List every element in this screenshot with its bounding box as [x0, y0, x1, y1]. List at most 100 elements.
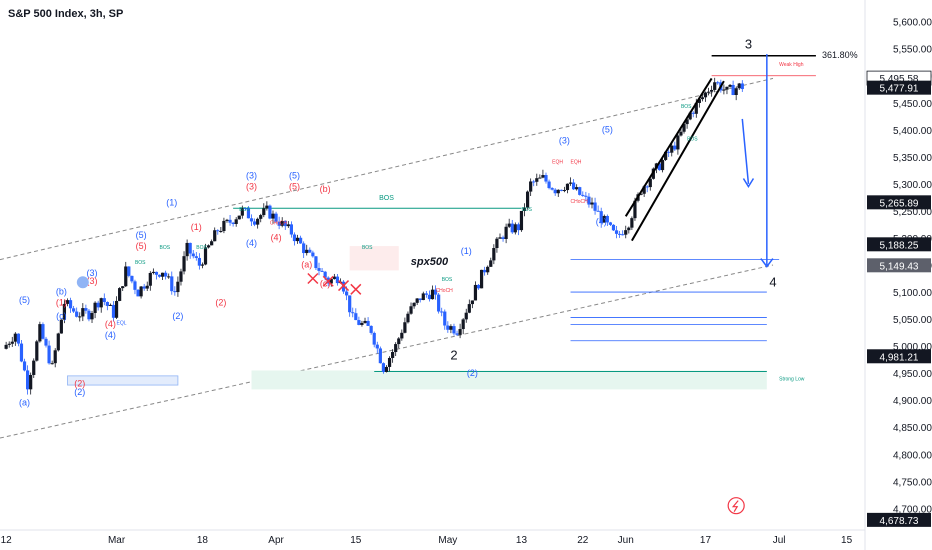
- x-mark: [322, 275, 334, 287]
- candle-body: [249, 218, 254, 222]
- choch-tag: CHoCH: [571, 199, 589, 205]
- candle-body: [160, 272, 165, 277]
- candle-body: [252, 221, 257, 225]
- candle-body: [660, 159, 665, 171]
- candle-body: [228, 219, 232, 223]
- channel-line: [0, 264, 774, 439]
- bos-tag: BOS: [521, 207, 532, 213]
- zone-box: [251, 370, 767, 390]
- candle-body: [118, 288, 122, 301]
- bos-tag: BOS: [160, 245, 171, 251]
- candle-body: [105, 302, 109, 306]
- y-tick-label: 4,700.00: [893, 504, 932, 515]
- candle-body: [4, 344, 8, 349]
- candle-body: [38, 324, 42, 342]
- bos-label: BOS: [379, 195, 394, 202]
- candle-body: [504, 226, 508, 239]
- wave-label: (4): [105, 330, 116, 340]
- candle-body: [47, 345, 51, 364]
- wedge-lower: [631, 80, 725, 242]
- candle-body: [578, 187, 582, 195]
- candle-body: [234, 219, 238, 224]
- candle-body: [581, 194, 585, 196]
- bos-tag: BOS: [687, 137, 698, 143]
- y-tick-label: 5,250.00: [893, 207, 932, 218]
- candle-body: [673, 145, 677, 150]
- candle-body: [670, 145, 674, 153]
- candle-body: [167, 276, 171, 278]
- choch-tag: CHoCH: [270, 220, 288, 226]
- candle-body: [679, 131, 683, 136]
- x-tick-label: Apr: [268, 535, 284, 546]
- y-tick-label: 4,850.00: [893, 423, 932, 434]
- wave-4-label: 4: [769, 275, 776, 290]
- candle-body: [461, 319, 465, 330]
- wave-2-label: 2: [450, 348, 457, 363]
- candle-body: [449, 326, 453, 330]
- candle-body: [142, 286, 146, 289]
- candle-body: [222, 220, 226, 231]
- candle-body: [703, 92, 708, 98]
- chart-title: S&P 500 Index, 3h, SP: [8, 8, 124, 20]
- candle-body: [381, 363, 386, 372]
- candle-body: [240, 208, 244, 216]
- candle-body: [16, 333, 21, 344]
- candle-body: [535, 178, 539, 182]
- candle-body: [424, 293, 428, 295]
- candle-body: [565, 183, 570, 191]
- candle-body: [667, 151, 671, 153]
- candle-body: [602, 215, 606, 223]
- candle-body: [406, 313, 410, 323]
- candle-body: [584, 195, 588, 197]
- y-tick-label: 5,450.00: [893, 99, 932, 110]
- candle-body: [111, 304, 116, 318]
- candle-body: [320, 270, 324, 272]
- candle-body: [387, 357, 392, 367]
- candle-body: [22, 361, 27, 371]
- candle-body: [206, 245, 211, 248]
- candle-body: [415, 298, 419, 303]
- x-mark: [338, 280, 350, 292]
- candle-body: [642, 186, 646, 194]
- candle-body: [397, 338, 401, 345]
- channel-line: [0, 77, 774, 261]
- candle-body: [476, 284, 481, 289]
- candle-body: [412, 302, 416, 307]
- candle-body: [443, 311, 447, 326]
- candle-body: [210, 241, 214, 246]
- candle-body: [351, 312, 355, 314]
- candle-body: [409, 306, 413, 314]
- candle-body: [99, 298, 103, 308]
- candle-body: [335, 276, 340, 284]
- candle-body: [571, 182, 576, 190]
- y-tick-label: 4,950.00: [893, 369, 932, 380]
- bos-tag: BOS: [681, 104, 692, 110]
- candle-body: [519, 210, 524, 231]
- candle-body: [728, 84, 732, 87]
- price-label-box: [867, 80, 931, 95]
- candle-body: [170, 276, 174, 292]
- candle-body: [29, 374, 33, 390]
- candle-body: [366, 320, 370, 326]
- candle-body: [529, 181, 533, 192]
- candle-body: [559, 189, 563, 191]
- candle-body: [605, 215, 609, 223]
- eqh-tag: EQH: [571, 159, 582, 165]
- candle-body: [305, 249, 309, 254]
- candle-body: [691, 112, 695, 114]
- candle-body: [75, 311, 79, 317]
- candle-body: [433, 289, 438, 295]
- candle-body: [10, 341, 14, 344]
- x-tick-label: 18: [197, 535, 209, 546]
- candle-body: [682, 124, 686, 132]
- candle-body: [332, 276, 336, 280]
- candle-body: [737, 83, 741, 89]
- candle-body: [302, 243, 306, 254]
- candle-body: [151, 271, 155, 273]
- candle-body: [200, 264, 205, 266]
- candle-body: [311, 252, 315, 257]
- candle-body: [194, 256, 198, 258]
- candle-body: [541, 175, 545, 178]
- candle-body: [375, 344, 379, 349]
- candle-body: [618, 233, 622, 235]
